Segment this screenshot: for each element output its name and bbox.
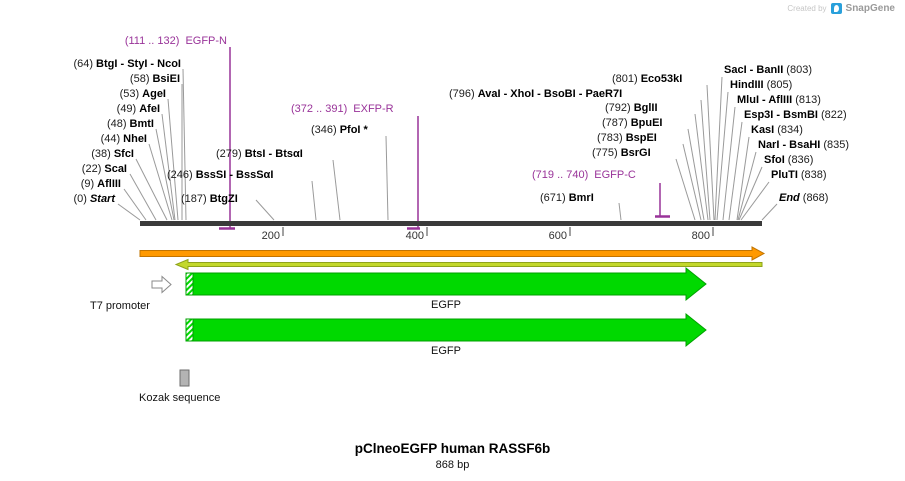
leader-line xyxy=(738,166,763,221)
site-label-bspei[interactable]: (783) BspEI xyxy=(597,132,657,144)
leader-line xyxy=(761,203,778,221)
leader-line xyxy=(716,91,729,221)
leader-line xyxy=(117,203,141,221)
leader-line xyxy=(311,180,317,221)
leader-line xyxy=(682,143,702,221)
site-label-kasi[interactable]: KasI (834) xyxy=(751,124,803,136)
site-label-scai[interactable]: (22) ScaI xyxy=(81,163,127,175)
site-label-mlui-afliii[interactable]: MluI - AflIII (813) xyxy=(737,94,821,106)
leader-line xyxy=(736,136,750,221)
leader-line xyxy=(687,128,705,221)
leader-line xyxy=(155,128,175,221)
site-label-avai-xhoi-bsobi-paer7i[interactable]: (796) AvaI - XhoI - BsoBI - PaeR7I xyxy=(449,88,623,100)
leader-line xyxy=(618,202,622,221)
map-title: pClneoEGFP human RASSF6b xyxy=(354,441,551,456)
site-label-bmri[interactable]: (671) BmrI xyxy=(540,192,594,204)
leader-line xyxy=(167,98,179,221)
watermark-brand: SnapGene xyxy=(845,3,895,14)
bp-tick-label-400: 400 xyxy=(405,230,424,242)
leader-line xyxy=(123,188,147,221)
bp-tick-label-200: 200 xyxy=(261,230,280,242)
site-label-hindiii[interactable]: HindIII (805) xyxy=(730,79,793,91)
site-label-btgi-styi-ncoi[interactable]: (64) BtgI - StyI - NcoI xyxy=(73,58,181,70)
site-label-btsi[interactable]: (279) BtsI - BtsαI xyxy=(216,148,303,160)
site-label-start[interactable]: (0) Start xyxy=(73,193,115,205)
leader-line xyxy=(332,159,341,221)
site-label-pluti[interactable]: PluTI (838) xyxy=(771,169,827,181)
site-label-pfoi[interactable]: (346) PfoI * xyxy=(311,124,368,136)
egfp-feature-arrow-2[interactable] xyxy=(185,312,707,348)
snapgene-logo-icon xyxy=(830,3,842,14)
leader-line xyxy=(675,158,696,221)
leader-line xyxy=(714,76,723,221)
leader-line xyxy=(135,158,168,221)
primer-label-egfp-n[interactable]: (111 .. 132) EGFP-N xyxy=(124,35,227,47)
site-label-bglii[interactable]: (792) BglII xyxy=(605,102,658,114)
watermark-created-by: Created by xyxy=(787,4,827,13)
kozak-sequence-label: Kozak sequence xyxy=(139,392,221,404)
leader-line xyxy=(694,113,709,221)
leader-line xyxy=(255,199,275,221)
site-label-bpuei[interactable]: (787) BpuEI xyxy=(602,117,663,129)
egfp-feature-arrow-1[interactable] xyxy=(185,266,707,302)
site-label-agei[interactable]: (53) AgeI xyxy=(119,88,166,100)
site-label-afliii[interactable]: (9) AflIII xyxy=(80,178,121,190)
bp-tick-label-800: 800 xyxy=(691,230,710,242)
leader-line xyxy=(722,106,736,221)
leader-line xyxy=(700,99,711,221)
leader-line xyxy=(706,84,715,221)
leader-line xyxy=(728,121,743,221)
bp-ticks xyxy=(282,227,714,236)
site-label-nhei[interactable]: (44) NheI xyxy=(100,133,147,145)
site-label-nari-bsahi[interactable]: NarI - BsaHI (835) xyxy=(758,139,850,151)
primer-label-exfp-r[interactable]: (372 .. 391) EXFP-R xyxy=(291,103,394,115)
leader-lines xyxy=(117,68,778,221)
site-label-bmti[interactable]: (48) BmtI xyxy=(106,118,154,130)
site-label-end[interactable]: End (868) xyxy=(779,192,829,204)
site-label-afei[interactable]: (49) AfeI xyxy=(116,103,160,115)
orf-arrow-forward[interactable] xyxy=(139,246,766,261)
site-label-esp3i-bsmbi[interactable]: Esp3I - BsmBI (822) xyxy=(744,109,847,121)
primer-marks xyxy=(219,47,670,230)
site-label-sfci[interactable]: (38) SfcI xyxy=(91,148,134,160)
leader-line xyxy=(737,151,757,221)
leader-line xyxy=(385,135,389,221)
leader-line xyxy=(148,143,173,221)
primer-label-egfp-c[interactable]: (719 .. 740) EGFP-C xyxy=(532,169,636,181)
map-length: 868 bp xyxy=(435,459,470,471)
orf-arrow-reverse[interactable] xyxy=(174,258,763,271)
site-label-bsiei[interactable]: (58) BsiEI xyxy=(129,73,180,85)
sequence-line[interactable] xyxy=(140,221,762,226)
leader-line xyxy=(161,113,176,221)
kozak-sequence-box[interactable] xyxy=(179,369,190,387)
leader-line xyxy=(740,181,770,221)
leader-line xyxy=(129,173,157,221)
site-label-bsrgi[interactable]: (775) BsrGI xyxy=(592,147,651,159)
leader-line xyxy=(182,68,187,221)
t7-promoter-arrow[interactable] xyxy=(151,275,172,294)
site-label-bsssi[interactable]: (246) BssSI - BssSαI xyxy=(167,169,274,181)
snapgene-watermark: Created by SnapGene xyxy=(787,3,895,14)
t7-promoter-label: T7 promoter xyxy=(90,300,150,312)
egfp-label-2: EGFP xyxy=(431,345,461,357)
site-label-eco53ki[interactable]: (801) Eco53kI xyxy=(612,73,683,85)
site-label-btgzi[interactable]: (187) BtgZI xyxy=(181,193,238,205)
site-label-sfoi[interactable]: SfoI (836) xyxy=(764,154,814,166)
feature-hatch xyxy=(185,318,194,342)
feature-hatch xyxy=(185,272,194,296)
bp-tick-label-600: 600 xyxy=(548,230,567,242)
egfp-label-1: EGFP xyxy=(431,299,461,311)
site-label-saci-banii[interactable]: SacI - BanII (803) xyxy=(724,64,812,76)
